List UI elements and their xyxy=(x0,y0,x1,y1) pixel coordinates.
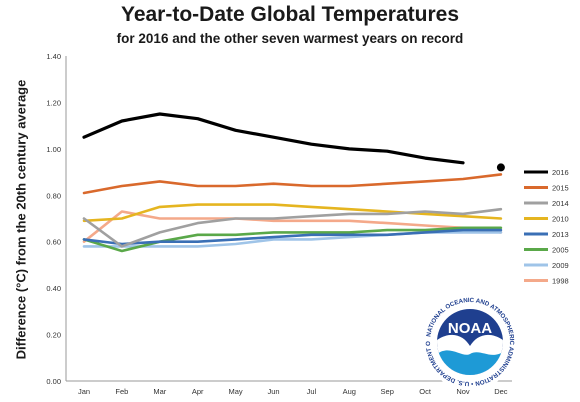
series-line-1998 xyxy=(82,210,503,243)
x-tick-label: Dec xyxy=(494,387,508,396)
legend-label-2016: 2016 xyxy=(552,168,569,177)
legend: 2016 2015 2014 2010 2013 2005 2009 1998 xyxy=(524,168,569,286)
legend-label-2005: 2005 xyxy=(552,246,569,255)
legend-label-2010: 2010 xyxy=(552,215,569,224)
series-marker-2016 xyxy=(496,163,505,172)
series-line-2016 xyxy=(82,112,465,165)
y-tick-label: 0.80 xyxy=(46,191,61,200)
series-lines xyxy=(82,112,505,253)
chart-title: Year-to-Date Global Temperatures xyxy=(120,3,460,26)
x-tick-labels: Jan Feb Mar Apr May Jun Jul Aug Sep Oct Nov Dec xyxy=(78,387,508,396)
x-tick-label: Aug xyxy=(343,387,356,396)
x-tick-label: Oct xyxy=(419,387,432,396)
x-tick-label: Jun xyxy=(267,387,279,396)
y-tick-label: 1.40 xyxy=(46,52,61,61)
legend-label-2009: 2009 xyxy=(552,261,569,270)
series-line-2015 xyxy=(82,173,503,195)
x-tick-label: May xyxy=(229,387,243,396)
y-axis-label: Difference (°C) from the 20th century av… xyxy=(13,79,29,360)
x-tick-label: Sep xyxy=(381,387,394,396)
series-line-2013 xyxy=(82,228,503,246)
noaa-logo: NATIONAL OCEANIC AND ATMOSPHERIC ADMINIS… xyxy=(422,294,518,390)
chart-axes xyxy=(65,56,512,382)
series-line-2010 xyxy=(82,203,503,223)
legend-label-2015: 2015 xyxy=(552,184,569,193)
legend-label-2014: 2014 xyxy=(552,199,569,208)
x-tick-label: Nov xyxy=(456,387,470,396)
legend-label-2013: 2013 xyxy=(552,230,569,239)
x-tick-label: Jul xyxy=(307,387,317,396)
chart-subtitle: for 2016 and the other seven warmest yea… xyxy=(116,31,464,46)
y-tick-label: 1.20 xyxy=(46,98,61,107)
x-tick-label: Feb xyxy=(115,387,128,396)
logo-label: NOAA xyxy=(448,320,492,337)
y-tick-label: 1.00 xyxy=(46,145,61,154)
y-tick-label: 0.00 xyxy=(46,377,61,386)
y-tick-label: 0.20 xyxy=(46,331,61,340)
series-line-2014 xyxy=(82,207,503,248)
y-tick-label: 0.60 xyxy=(46,238,61,247)
logo-wave-shape xyxy=(437,350,503,375)
y-tick-label: 0.40 xyxy=(46,284,61,293)
x-tick-label: Apr xyxy=(192,387,204,396)
legend-label-1998: 1998 xyxy=(552,277,569,286)
y-tick-labels: 0.00 0.20 0.40 0.60 0.80 1.00 1.20 1.40 xyxy=(46,52,61,386)
x-tick-label: Jan xyxy=(78,387,90,396)
x-tick-label: Mar xyxy=(153,387,166,396)
